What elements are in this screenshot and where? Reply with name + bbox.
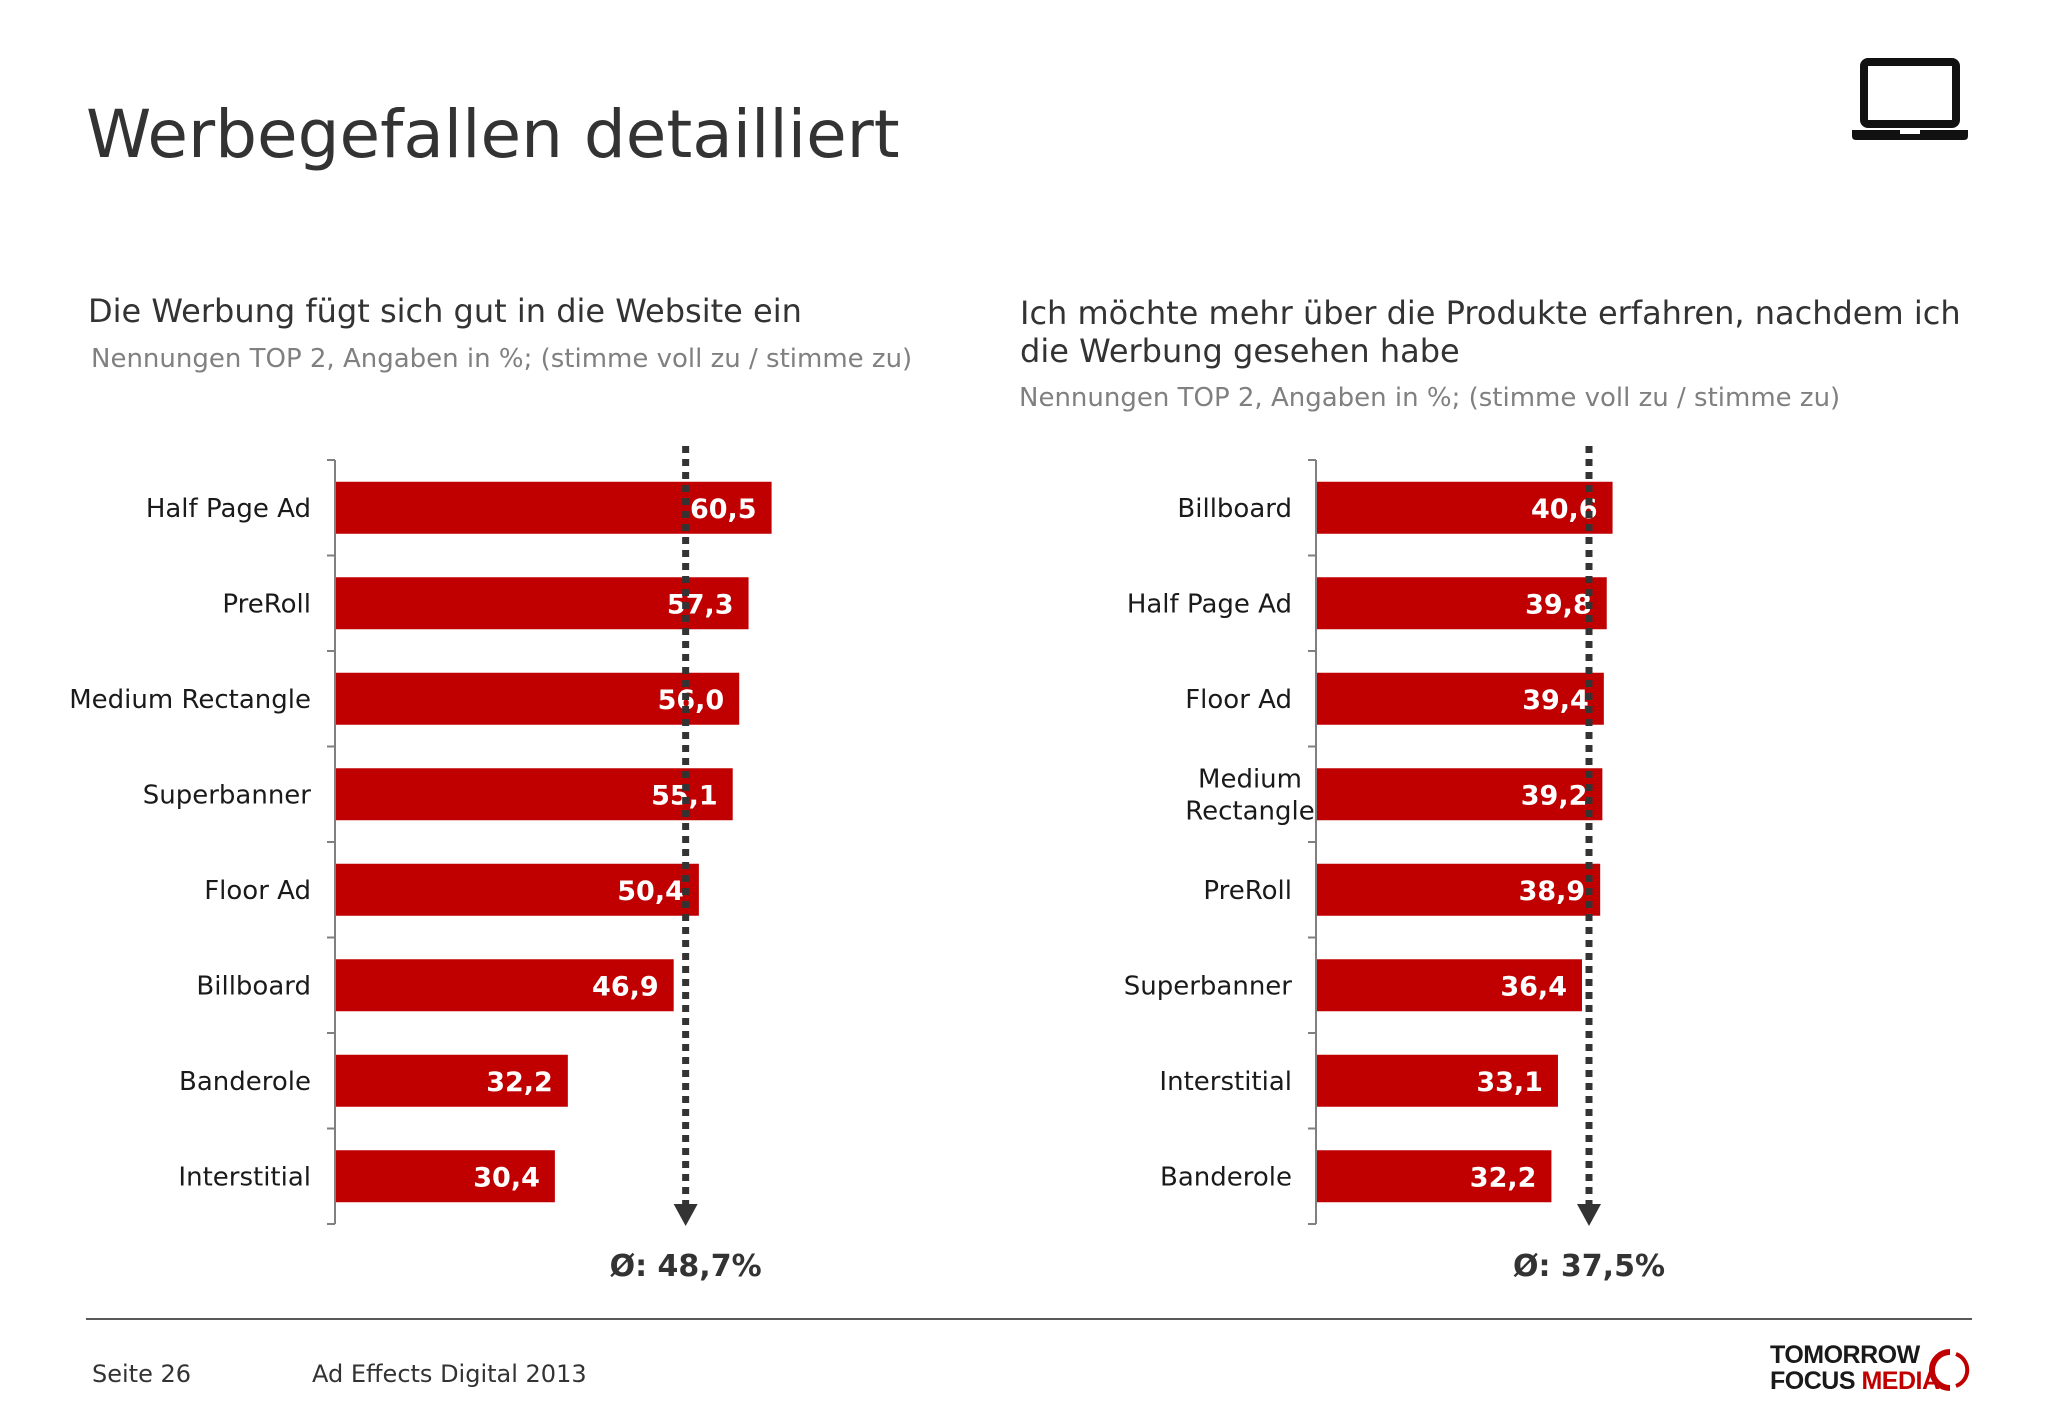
chart-2-title: Ich möchte mehr über die Produkte erfahr… [1020,294,1961,370]
data-label: 57,3 [667,589,734,620]
bar [1317,863,1601,916]
brand-word-media: MEDIA [1861,1367,1940,1395]
category-label: Medium Rectangle [1185,764,1315,826]
brand-line-1: TOMORROW [1770,1341,1920,1369]
bar [336,481,772,534]
page-number: Seite 26 [92,1360,192,1388]
page-title: Werbegefallen detailliert [86,96,900,173]
bar [336,768,733,821]
average-arrow-icon [673,1204,698,1226]
bar [1317,1150,1552,1203]
data-label: 32,2 [486,1067,553,1098]
data-label: 60,5 [690,494,757,525]
bar [1317,768,1603,821]
data-label: 56,0 [658,685,725,716]
bar [336,672,740,725]
category-label: Interstitial [1159,1067,1292,1097]
category-label: Billboard [1177,494,1292,524]
chart-2-title-line: Ich möchte mehr über die Produkte erfahr… [1020,294,1961,332]
bar [336,959,674,1012]
category-label: Medium Rectangle [69,685,311,715]
data-label: 39,4 [1522,685,1589,716]
data-label: 33,1 [1476,1067,1543,1098]
footer-divider [86,1318,1972,1320]
average-label: Ø: 48,7% [610,1249,762,1284]
category-label: Superbanner [1124,971,1293,1001]
bar [1317,959,1582,1012]
category-label: Superbanner [143,780,312,810]
brand-line-2: FOCUS MEDIA [1770,1368,1976,1394]
data-label: 50,4 [617,876,684,907]
data-label: 38,9 [1519,876,1586,907]
category-label: PreRoll [222,589,311,619]
data-label: 32,2 [1470,1162,1537,1193]
category-label: Half Page Ad [1127,589,1292,619]
bar [336,1150,555,1203]
chart-1-title-line: Die Werbung fügt sich gut in die Website… [88,292,802,330]
category-label: Floor Ad [204,876,311,906]
footer-source: Ad Effects Digital 2013 [312,1360,587,1388]
data-label: 39,8 [1525,589,1592,620]
brand-logo: TOMORROW FOCUS MEDIA [1770,1342,1976,1398]
laptop-icon [1852,58,1968,140]
brand-ring-icon [1929,1349,1970,1391]
bar [1317,1054,1558,1107]
category-label: Interstitial [178,1162,311,1192]
chart-2-subtitle: Nennungen TOP 2, Angaben in %; (stimme v… [1019,383,1841,413]
category-label: Banderole [1160,1162,1292,1192]
data-label: 36,4 [1500,971,1567,1002]
category-label: Floor Ad [1185,685,1292,715]
average-arrow-icon [1577,1204,1601,1226]
average-label: Ø: 37,5% [1513,1249,1665,1284]
bar [336,577,749,630]
category-label: Half Page Ad [146,494,311,524]
chart-1-title: Die Werbung fügt sich gut in die Website… [88,292,802,330]
chart-1: 60,5 Half Page Ad 57,3 PreRoll 56,0 Medium Re… [69,446,772,1284]
chart-2-title-line: die Werbung gesehen habe [1020,332,1460,370]
category-label: Billboard [196,971,311,1001]
category-label: PreRoll [1203,876,1292,906]
category-label: Banderole [179,1067,311,1097]
bar [1317,672,1604,725]
data-label: 39,2 [1521,780,1588,811]
data-label: 30,4 [473,1162,540,1193]
bar [1317,481,1613,534]
data-label: 46,9 [592,971,659,1002]
bar [1317,577,1607,630]
chart-1-subtitle: Nennungen TOP 2, Angaben in %; (stimme v… [91,344,913,374]
bar [336,863,699,916]
bar [336,1054,568,1107]
brand-word-focus: FOCUS [1770,1367,1856,1395]
